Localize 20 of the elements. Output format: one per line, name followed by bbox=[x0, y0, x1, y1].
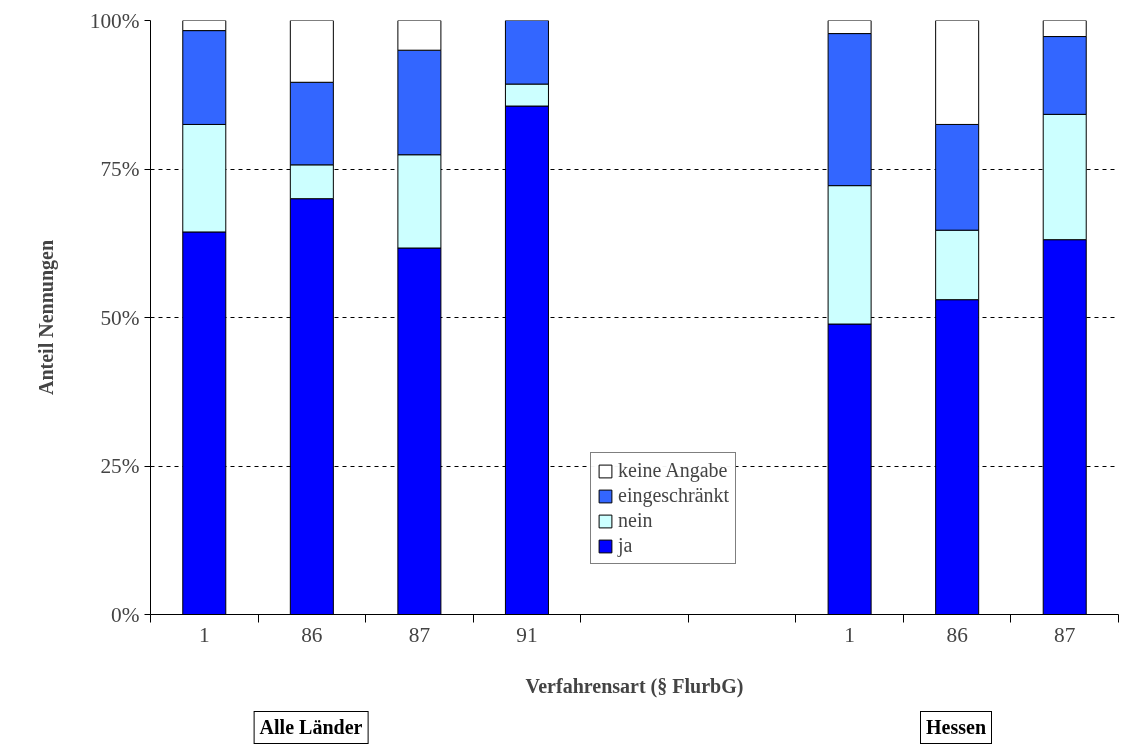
legend-label: keine Angabe bbox=[618, 459, 728, 482]
x-tick-label: 87 bbox=[408, 622, 431, 647]
x-tick-label: 87 bbox=[1054, 622, 1076, 647]
x-axis-title: Verfahrensart (§ FlurbG) bbox=[525, 674, 744, 698]
y-tick-label: 100% bbox=[89, 8, 140, 33]
y-tick-label: 25% bbox=[100, 454, 140, 478]
y-tick-label: 0% bbox=[111, 602, 140, 627]
x-tick-label: 1 bbox=[844, 622, 855, 647]
text: Hessen bbox=[920, 711, 992, 744]
y-axis-title: Anteil Nennungen bbox=[34, 239, 58, 396]
y-tick-label: 75% bbox=[100, 157, 140, 181]
legend-label: nein bbox=[618, 509, 653, 532]
x-tick-label: 86 bbox=[301, 622, 323, 647]
x-tick-label: 1 bbox=[198, 622, 210, 647]
text: Alle Länder bbox=[253, 711, 369, 744]
x-tick-label: 86 bbox=[946, 622, 969, 647]
x-tick-label: 91 bbox=[516, 622, 538, 647]
legend-label: eingeschränkt bbox=[618, 484, 730, 507]
y-tick-label: 50% bbox=[100, 305, 140, 330]
legend-label: ja bbox=[618, 534, 634, 557]
